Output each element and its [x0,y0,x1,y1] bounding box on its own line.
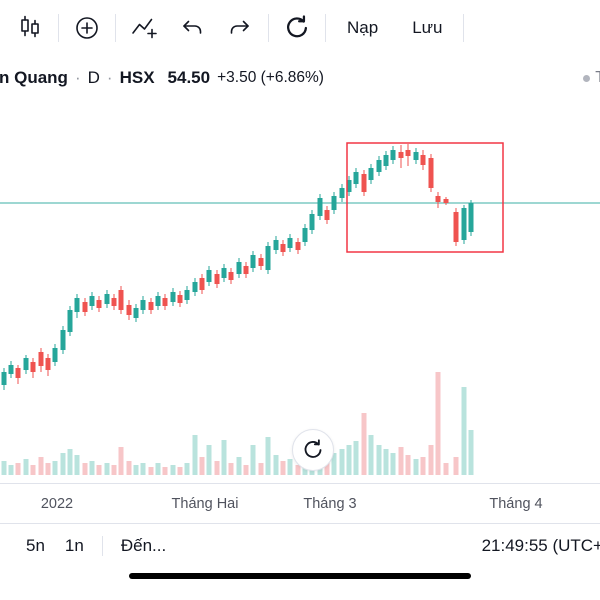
undo-icon [183,20,202,34]
range-5d-button[interactable]: 5n [16,526,55,566]
divider [463,14,465,42]
plus-circle-icon [76,17,98,39]
annotation-rectangle[interactable] [346,142,504,253]
redo-button[interactable] [216,7,264,49]
indicator-icon [132,18,157,39]
series-hint-text: T [595,69,600,87]
chart-area[interactable] [0,100,600,483]
divider [101,536,103,556]
reload-icon [304,439,322,458]
clock[interactable]: 21:49:55 (UTC+ [481,536,600,555]
candlestick-chart[interactable] [0,100,600,483]
bullet-icon [583,74,591,82]
separator-dot: · [106,68,113,87]
indicators-button[interactable] [120,7,168,49]
last-price: 54.50 [167,68,211,87]
top-toolbar: Nạp Lưu [0,0,600,56]
axis-label: Tháng 3 [303,496,357,512]
range-1d-button[interactable]: 1n [55,526,94,566]
timeframe-label[interactable]: D [87,68,100,87]
deposit-button[interactable]: Nạp [330,7,395,49]
redo-icon [230,20,249,34]
undo-button[interactable] [168,7,216,49]
home-indicator [129,573,471,579]
symbol-name[interactable]: n Quang [0,68,68,87]
add-compare-button[interactable] [63,7,111,49]
axis-label: 2022 [40,496,74,512]
volume-bars [1,372,474,475]
reload-chart-button[interactable] [292,429,334,471]
candlestick-icon [21,15,39,38]
axis-label: Tháng Hai [171,496,239,512]
divider [115,14,116,42]
reset-chart-button[interactable] [273,7,321,49]
series-hint: T [583,69,600,87]
exchange-label: HSX [119,68,155,87]
divider [325,14,326,42]
time-axis[interactable]: 2022 Tháng Hai Tháng 3 Tháng 4 [0,483,600,524]
candlesticks [1,144,474,390]
axis-label: Tháng 4 [489,496,543,512]
separator-dot: · [74,68,81,87]
chart-style-button[interactable] [6,7,54,49]
goto-date-button[interactable]: Đến... [111,526,176,566]
price-change: +3.50 (+6.86%) [217,69,324,86]
bottom-toolbar: 5n 1n Đến... 21:49:55 (UTC+ [0,523,600,568]
divider [58,14,59,42]
reset-icon [287,15,308,38]
symbol-info-bar: n Quang · D · HSX 54.50 +3.50 (+6.86%) T [0,56,600,100]
save-button[interactable]: Lưu [395,7,459,49]
divider [268,14,269,42]
